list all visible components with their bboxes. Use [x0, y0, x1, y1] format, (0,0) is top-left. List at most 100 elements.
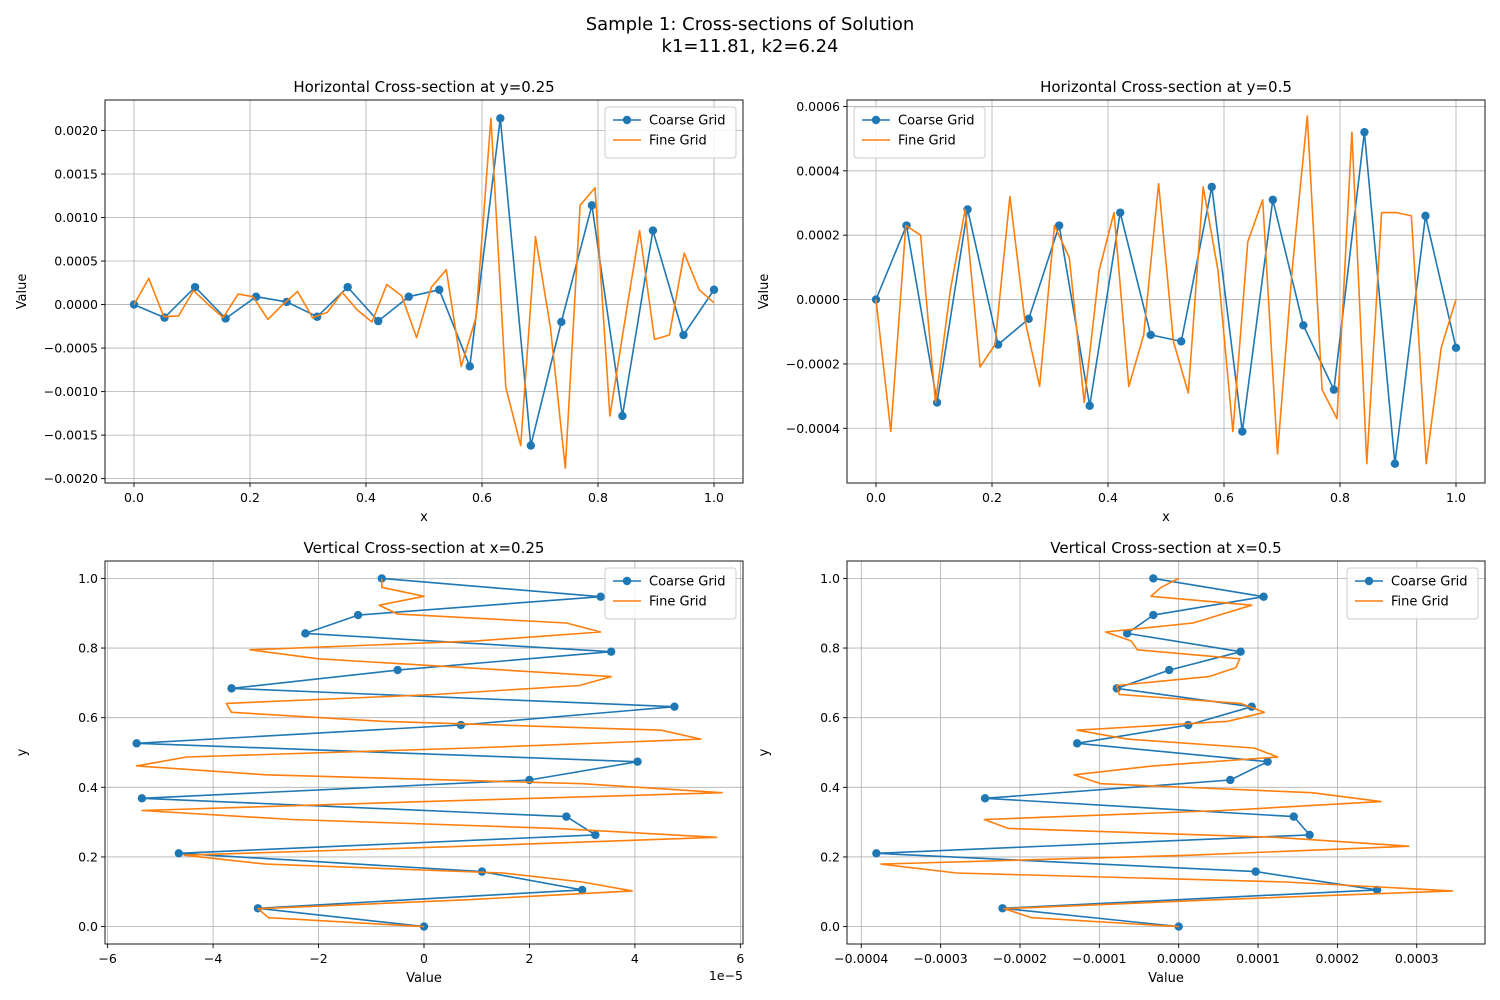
axes-frame	[104, 99, 744, 484]
y-tick-label: 0.0	[78, 919, 98, 934]
axes-frame	[846, 99, 1486, 484]
y-tick-label: −0.0002	[786, 356, 840, 371]
coarse-grid-point	[1289, 812, 1298, 821]
coarse-grid-line	[133, 117, 715, 447]
fine-grid-line	[875, 115, 1457, 465]
coarse-grid-point	[1268, 195, 1278, 204]
y-tick-label: 0.0000	[796, 292, 840, 307]
coarse-grid-point	[190, 282, 200, 292]
coarse-grid-point	[557, 317, 566, 327]
x-tick-label: 0.2	[240, 490, 260, 505]
coarse-grid-point	[1360, 127, 1369, 137]
coarse-grid-point	[1236, 647, 1245, 656]
x-tick-label: −6	[98, 951, 116, 966]
y-tick-label: 0.0015	[54, 166, 98, 181]
y-tick-label: 0.0005	[54, 254, 98, 269]
coarse-grid-point	[562, 812, 571, 821]
y-tick-label: −0.0004	[786, 421, 840, 436]
coarse-grid-legend-label: Coarse Grid	[649, 575, 726, 590]
coarse-grid-point	[353, 610, 363, 620]
x-tick-label: −0.0003	[914, 951, 968, 966]
fine-grid-legend-label: Fine Grid	[1391, 595, 1449, 610]
y-tick-label: 1.0	[78, 571, 98, 586]
coarse-grid-point	[227, 684, 236, 693]
y-tick-label: −0.0005	[44, 341, 98, 356]
coarse-grid-point	[618, 411, 627, 421]
figure-title: Sample 1: Cross-sections of Solution k1=…	[0, 14, 1500, 58]
x-tick-label: 1.0	[1446, 490, 1466, 505]
legend: Coarse Grid Fine Grid	[853, 106, 986, 159]
coarse-grid-legend-marker	[1364, 576, 1374, 586]
legend: Coarse Grid Fine Grid	[1346, 567, 1479, 620]
y-axis-label: y	[757, 748, 772, 756]
y-axis-label: Value	[15, 274, 30, 310]
x-tick-label: 6	[736, 951, 744, 966]
coarse-grid-point	[1421, 211, 1430, 221]
coarse-grid-point	[1024, 314, 1033, 324]
coarse-grid-point	[160, 313, 169, 322]
y-tick-label: 0.0	[820, 919, 840, 934]
coarse-grid-point	[1072, 739, 1082, 748]
coarse-grid-point	[1451, 343, 1461, 353]
y-tick-label: −0.0020	[44, 471, 98, 486]
coarse-grid-point	[1329, 385, 1339, 394]
y-tick-label: 0.0000	[54, 297, 98, 312]
coarse-grid-point	[679, 330, 688, 340]
axes-frame	[846, 560, 1486, 945]
coarse-grid-point	[670, 702, 679, 711]
coarse-grid-point	[1259, 592, 1268, 601]
x-tick-label: 0.6	[472, 490, 492, 505]
coarse-grid-point	[709, 285, 719, 294]
y-tick-label: 0.0006	[796, 99, 840, 114]
x-tick-label: 4	[631, 951, 639, 966]
y-tick-label: 0.2	[820, 849, 840, 864]
coarse-grid-point	[404, 292, 413, 301]
coarse-grid-legend-marker	[871, 115, 881, 125]
coarse-grid-point	[1226, 775, 1235, 785]
x-axis-label: Value	[1148, 971, 1184, 986]
coarse-grid-point	[1149, 610, 1158, 620]
fine-grid-legend-label: Fine Grid	[649, 595, 707, 610]
coarse-grid-legend-label: Coarse Grid	[649, 114, 726, 129]
y-tick-label: 1.0	[820, 571, 840, 586]
x-tick-label: 0.4	[356, 490, 376, 505]
x-tick-label: 1.0	[704, 490, 724, 505]
y-tick-label: 0.8	[78, 641, 98, 656]
y-tick-label: 0.6	[78, 710, 98, 725]
subplot-3: −6 −4 −2 0 2 4 6 0.0 0.2 0.4 0.6 0.8 1.0 1e−5 Vertical…	[15, 539, 744, 986]
fine-grid-line	[133, 117, 715, 470]
coarse-grid-point	[591, 830, 600, 840]
subplot-title: Horizontal Cross-section at y=0.5	[1040, 78, 1292, 96]
x-tick-label: −0.0004	[834, 951, 888, 966]
subplot-title: Vertical Cross-section at x=0.5	[1050, 539, 1281, 557]
coarse-grid-point	[1238, 427, 1247, 436]
x-tick-label: −0.0001	[1072, 951, 1126, 966]
coarse-grid-point	[1305, 830, 1314, 840]
x-axis-multiplier: 1e−5	[709, 968, 743, 983]
y-axis-label: y	[15, 748, 30, 756]
coarse-grid-legend-label: Coarse Grid	[898, 114, 975, 129]
x-tick-label: 0.8	[1330, 490, 1350, 505]
subplot-2: 0.0 0.2 0.4 0.6 0.8 1.0 −0.0004 −0.0002 0.0000 0.…	[757, 78, 1486, 525]
coarse-grid-point	[998, 904, 1007, 913]
y-tick-label: 0.6	[820, 710, 840, 725]
coarse-grid-point	[1122, 629, 1132, 638]
coarse-grid-point	[1054, 221, 1064, 230]
x-tick-label: 0.0002	[1316, 951, 1360, 966]
coarse-grid-point	[221, 314, 230, 323]
y-tick-label: 0.0020	[54, 123, 98, 138]
fine-grid-line	[880, 577, 1454, 928]
legend: Coarse Grid Fine Grid	[604, 567, 737, 620]
coarse-grid-point	[393, 665, 402, 675]
x-tick-label: 0.0000	[1157, 951, 1201, 966]
coarse-grid-point	[456, 720, 466, 730]
y-tick-label: −0.0015	[44, 428, 98, 443]
fine-grid-line	[135, 578, 723, 928]
coarse-grid-point	[872, 849, 881, 858]
x-tick-label: 0.0	[124, 490, 144, 505]
coarse-grid-point	[465, 362, 474, 371]
coarse-grid-point	[301, 629, 310, 638]
y-tick-label: 0.0004	[796, 163, 840, 178]
